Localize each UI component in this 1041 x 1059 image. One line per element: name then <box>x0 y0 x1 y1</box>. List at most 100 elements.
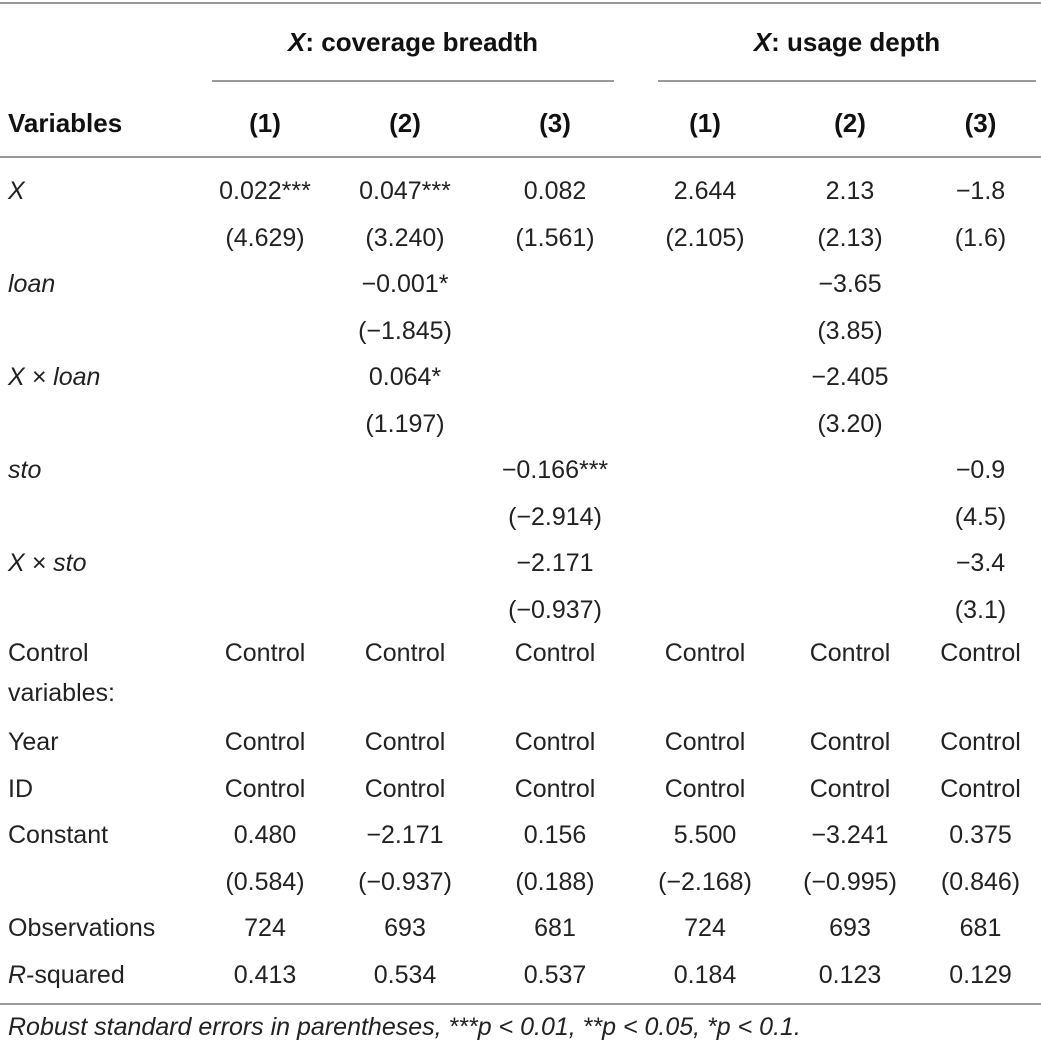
row-label <box>0 587 200 634</box>
table-cell: Control <box>514 728 596 756</box>
table-cell <box>330 587 480 634</box>
table-row: loan −0.001* −3.65 <box>0 261 1041 308</box>
row-label: Year <box>0 719 200 766</box>
table-cell: (1.197) <box>365 409 445 438</box>
table-row: (−0.937) (3.1) <box>0 587 1041 634</box>
row-label-text: Control variables: <box>8 639 115 707</box>
table-row: Constant 0.480 −2.171 0.156 5.500 −3.241 0.375 <box>0 812 1041 859</box>
table-cell: Control <box>224 728 306 756</box>
table-cell <box>330 447 480 494</box>
table-cell: Control <box>940 774 1021 803</box>
table-cell <box>200 401 330 448</box>
table-cell: (0.846) <box>940 867 1021 896</box>
row-label <box>0 215 200 262</box>
table-cell <box>780 447 920 494</box>
table-cell: Control <box>364 728 446 756</box>
table-body: X 0.022*** 0.047*** 0.082 2.644 2.13 −1.8 (4.62… <box>0 168 1041 998</box>
row-label-text: Constant <box>8 821 109 849</box>
row-label-text: X × sto <box>8 549 87 577</box>
table-cell: Control <box>940 728 1021 756</box>
table-cell <box>480 261 630 308</box>
table-row: (0.584) (−0.937) (0.188) (−2.168) (−0.995) (0… <box>0 859 1041 906</box>
row-label: R-squared <box>0 952 200 999</box>
table-cell <box>780 494 920 541</box>
top-rule <box>0 2 1041 4</box>
table-cell: Control <box>664 639 746 667</box>
table-cell <box>630 354 780 401</box>
col-header-6: (3) <box>964 107 997 138</box>
table-cell <box>630 587 780 634</box>
table-cell <box>630 447 780 494</box>
row-label <box>0 494 200 541</box>
table-cell <box>630 494 780 541</box>
table-cell <box>920 308 1041 355</box>
table-cell <box>200 540 330 587</box>
table-cell: Control <box>514 639 596 667</box>
row-label-text: Observations <box>8 914 156 942</box>
table-cell: −2.171 <box>366 821 444 849</box>
table-cell: 693 <box>829 914 871 942</box>
table-row: X 0.022*** 0.047*** 0.082 2.644 2.13 −1.8 <box>0 168 1041 215</box>
table-cell: 0.156 <box>523 821 587 849</box>
table-cell: 0.064* <box>368 363 442 391</box>
table-cell: 0.413 <box>233 960 297 989</box>
col-header-3: (3) <box>539 107 571 138</box>
table-cell: (−1.845) <box>358 316 452 345</box>
group-prefix-x: X <box>288 27 306 57</box>
table-cell: 5.500 <box>673 821 737 849</box>
table-cell: −0.9 <box>955 456 1006 484</box>
table-cell: (3.1) <box>954 595 1007 624</box>
table-cell <box>200 447 330 494</box>
table-cell <box>630 261 780 308</box>
column-header-row: Variables (1) (2) (3) (1) (2) (3) <box>0 84 1041 162</box>
table-cell: (−2.168) <box>658 867 752 896</box>
table-cell: (−2.914) <box>508 502 602 531</box>
row-label-text: X <box>8 177 25 205</box>
table-row: ID Control Control Control Control Control Con… <box>0 766 1041 813</box>
table-cell <box>200 261 330 308</box>
table-cell <box>480 401 630 448</box>
table-row: Year Control Control Control Control Control C… <box>0 719 1041 766</box>
table-cell <box>780 587 920 634</box>
table-cell: −3.65 <box>818 270 882 298</box>
table-cell <box>200 308 330 355</box>
table-cell: 693 <box>384 914 426 942</box>
table-cell: (3.240) <box>365 223 445 252</box>
table-cell: 724 <box>244 914 286 942</box>
row-label: Constant <box>0 812 200 859</box>
table-cell: −3.4 <box>955 549 1006 577</box>
table-cell: Control <box>664 728 746 756</box>
table-cell <box>480 354 630 401</box>
table-cell: 0.184 <box>673 960 737 989</box>
row-label: X <box>0 168 200 215</box>
table-row: sto −0.166*** −0.9 <box>0 447 1041 494</box>
table-cell: (2.105) <box>665 223 745 252</box>
table-footnote: Robust standard errors in parentheses, *… <box>8 1013 801 1041</box>
table-cell: −0.001* <box>361 270 449 298</box>
table-cell: (2.13) <box>817 223 883 252</box>
row-label: loan <box>0 261 200 308</box>
table-cell <box>200 587 330 634</box>
table-cell <box>920 261 1041 308</box>
col-header-5: (2) <box>834 107 866 138</box>
table-cell <box>920 401 1041 448</box>
table-cell: 0.082 <box>523 177 587 205</box>
table-cell: (1.561) <box>515 223 595 252</box>
table-row: X × loan 0.064* −2.405 <box>0 354 1041 401</box>
table-cell: (0.584) <box>225 867 305 896</box>
table-cell: −1.8 <box>955 177 1006 205</box>
table-cell: Control <box>809 774 891 803</box>
table-cell: 0.123 <box>818 960 882 989</box>
table-cell: 0.129 <box>949 960 1012 989</box>
table-cell <box>630 540 780 587</box>
table-cell <box>330 540 480 587</box>
table-row: X × sto −2.171 −3.4 <box>0 540 1041 587</box>
table-cell <box>480 308 630 355</box>
group-prefix-x: X <box>753 27 772 57</box>
table-cell: 0.480 <box>233 821 297 849</box>
table-row: (−1.845) (3.85) <box>0 308 1041 355</box>
row-label: Control variables: <box>0 633 200 719</box>
table-cell: 0.534 <box>373 960 437 989</box>
row-label-text: ID <box>8 774 33 803</box>
table-row: (4.629) (3.240) (1.561) (2.105) (2.13) (1.6) <box>0 215 1041 262</box>
